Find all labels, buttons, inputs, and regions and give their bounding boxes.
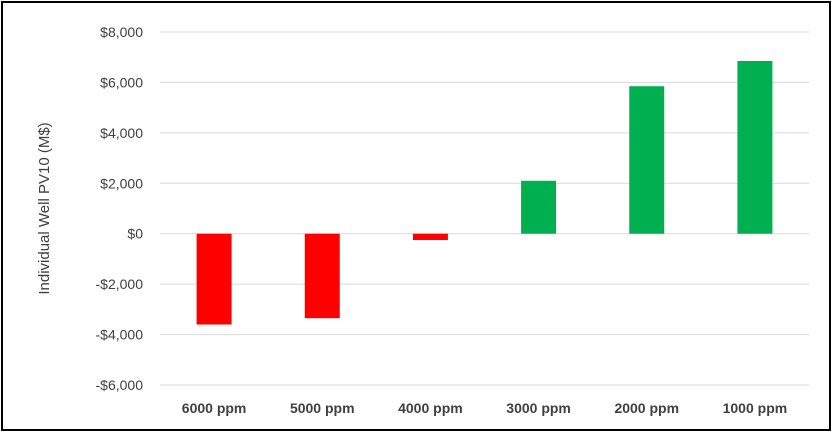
y-tick-label: $2,000 [100, 175, 143, 191]
bar-3000-ppm [521, 180, 557, 234]
bars [196, 60, 773, 325]
y-axis-title: Individual Well PV10 (M$) [36, 122, 53, 294]
y-tick-label: $8,000 [100, 24, 143, 40]
x-category-label: 5000 ppm [290, 400, 355, 416]
x-category-label: 3000 ppm [506, 400, 571, 416]
bar-5000-ppm [304, 233, 340, 319]
y-tick-label: -$2,000 [96, 276, 144, 292]
x-axis-category-labels: 6000 ppm 5000 ppm 4000 ppm 3000 ppm 2000 ppm… [182, 400, 787, 416]
y-tick-label: -$6,000 [96, 377, 144, 393]
x-category-label: 2000 ppm [614, 400, 679, 416]
y-axis-tick-labels: $8,000 $6,000 $4,000 $2,000 $0 -$2,000 -$4,000… [96, 24, 144, 393]
y-tick-label: $0 [127, 226, 143, 242]
x-category-label: 1000 ppm [723, 400, 788, 416]
gridlines [160, 31, 809, 386]
x-category-label: 4000 ppm [398, 400, 463, 416]
y-tick-label: $6,000 [100, 74, 143, 90]
y-tick-label: -$4,000 [96, 327, 144, 343]
bar-2000-ppm [629, 86, 665, 234]
bar-6000-ppm [196, 233, 232, 325]
x-category-label: 6000 ppm [182, 400, 247, 416]
y-tick-label: $4,000 [100, 125, 143, 141]
bar-chart: $8,000 $6,000 $4,000 $2,000 $0 -$2,000 -$4,000… [36, 24, 809, 416]
bar-1000-ppm [737, 60, 773, 234]
bar-4000-ppm [412, 233, 448, 241]
